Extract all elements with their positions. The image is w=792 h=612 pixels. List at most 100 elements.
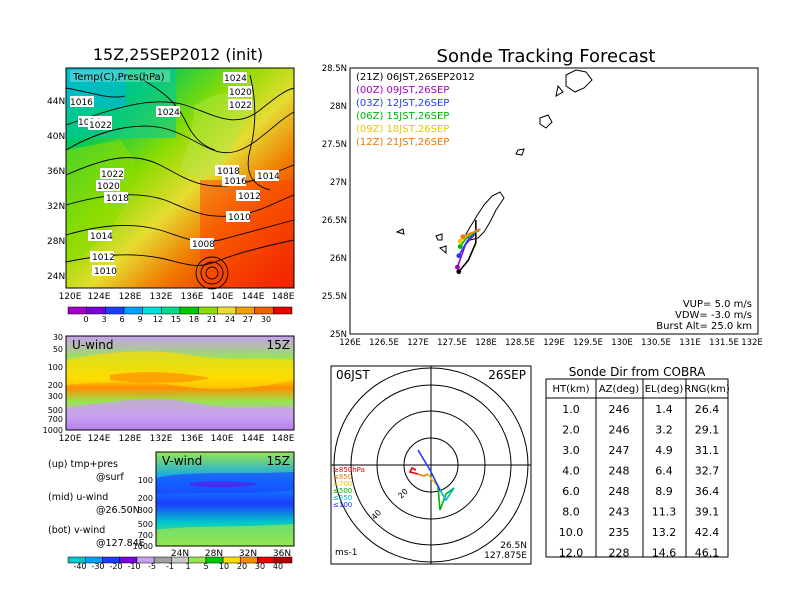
y-tick: 300 <box>48 392 63 401</box>
table-cell: 31.1 <box>695 444 720 457</box>
isobar-label: 1016 <box>70 98 93 108</box>
colorbar-tick: 30 <box>255 562 265 571</box>
track-endpoint <box>457 238 463 244</box>
table-cell: 42.4 <box>695 526 720 539</box>
track-endpoint <box>456 253 462 259</box>
isobar-labels: 1024 1020 1022 1016 1024 1014 1022 1022 … <box>70 72 280 277</box>
y-tick: 100 <box>48 363 63 372</box>
colorbar-tick: -10 <box>127 562 140 571</box>
vwind-x-ticks: 24N 28N 32N 36N <box>171 549 291 559</box>
colorbar-tick: 9 <box>137 315 142 324</box>
lat-tick: 28N <box>47 237 65 247</box>
lat-tick: 27.5N <box>322 140 347 150</box>
temp-map-lat-ticks: 44N 40N 36N 32N 28N 24N <box>47 97 65 282</box>
track-map: (21Z) 06JST,26SEP2012 (00Z) 09JST,26SEP … <box>349 67 759 335</box>
colorbar-swatch <box>161 306 181 315</box>
colorbar-tick: 1 <box>185 562 190 571</box>
track-lon-ticks: 126E 126.5E 127E 127.5E 128E 128.5E 129E… <box>339 338 763 348</box>
y-tick: 700 <box>48 415 63 424</box>
lon-tick: 127.5E <box>437 338 467 348</box>
table-cell: 246 <box>609 424 630 437</box>
colorbar-swatch <box>217 306 237 315</box>
cobra-title: Sonde Dir from COBRA <box>569 365 706 379</box>
y-tick: 1000 <box>133 542 153 551</box>
table-cell: 39.1 <box>695 506 720 519</box>
colorbar-swatch <box>86 306 106 315</box>
y-tick: 500 <box>48 406 63 415</box>
vwind-y-ticks: 100 200 300 500 700 1000 <box>133 476 153 551</box>
param-line: Burst Alt= 25.0 km <box>656 321 752 332</box>
wind-colorbar <box>67 556 293 564</box>
table-cell: 1.0 <box>562 403 580 416</box>
y-tick: 500 <box>138 520 153 529</box>
table-cell: 14.6 <box>652 547 677 560</box>
colorbar-swatch <box>105 306 125 315</box>
colorbar-swatch <box>274 556 293 564</box>
temp-map-lon-ticks: 120E 124E 128E 132E 136E 140E 144E 148E <box>59 292 295 302</box>
y-tick: 50 <box>53 345 63 354</box>
lat-tick: 25.5N <box>322 292 347 302</box>
lat-tick: 27N <box>330 178 347 188</box>
table-cell: 13.2 <box>652 526 677 539</box>
track-lat-ticks: 28.5N 28N 27.5N 27N 26.5N 26N 25.5N 25N <box>322 64 347 340</box>
table-cell: 3.0 <box>562 444 580 457</box>
level-entry: ≥850hPa <box>333 466 365 474</box>
table-cell: 248 <box>609 465 630 478</box>
param-line: VUP= 5.0 m/s <box>683 299 752 310</box>
colorbar-tick: 3 <box>101 315 106 324</box>
lon-tick: 129E <box>543 338 565 348</box>
track-endpoint <box>456 269 462 275</box>
isobar-label: 1012 <box>92 253 115 263</box>
table-cell: 3.2 <box>655 424 673 437</box>
isobar-label: 1022 <box>229 101 252 111</box>
hodo-segment-100 <box>417 449 441 491</box>
hodo-level-legend: ≥850hPa ≤850 ≤700 ≤500 ≤250 ≤100 <box>333 466 365 509</box>
legend-entry: (12Z) 21JST,26SEP <box>356 137 449 148</box>
y-tick: 200 <box>138 494 153 503</box>
lon-tick: 128.5E <box>505 338 535 348</box>
colorbar-swatch <box>198 306 218 315</box>
table-cell: 246 <box>609 403 630 416</box>
x-tick: 136E <box>181 434 204 444</box>
table-cell: 8.0 <box>562 506 580 519</box>
colorbar-tick: 0 <box>83 315 88 324</box>
table-cell: 8.9 <box>655 485 673 498</box>
header-cell: EL(deg) <box>645 384 684 395</box>
lat-tick: 32N <box>47 202 65 212</box>
lat-tick: 40N <box>47 132 65 142</box>
colorbar-swatch <box>179 306 199 315</box>
uwind-x-ticks: 120E 124E 128E 132E 136E 140E 144E 148E <box>59 434 295 444</box>
colorbar-tick: -40 <box>73 562 86 571</box>
colorbar-swatch <box>123 306 143 315</box>
hodo-unit: ms-1 <box>335 548 357 558</box>
level-entry: ≤250 <box>333 494 352 502</box>
lat-tick: 28.5N <box>322 64 347 74</box>
colorbar-swatch <box>142 306 162 315</box>
table-cell: 36.4 <box>695 485 720 498</box>
level-entry: ≤700 <box>333 480 352 488</box>
table-cell: 4.0 <box>562 465 580 478</box>
y-tick: 1000 <box>43 426 63 435</box>
isobar-label: 1014 <box>90 232 113 242</box>
table-cell: 32.7 <box>695 465 720 478</box>
level-entry: ≤500 <box>333 487 352 495</box>
lon-tick: 124E <box>88 292 111 302</box>
y-tick: 700 <box>138 531 153 540</box>
colorbar-tick: 30 <box>261 315 271 324</box>
track-line <box>462 228 481 238</box>
colorbar-tick: 15 <box>171 315 181 324</box>
y-tick: 300 <box>138 506 153 515</box>
lon-tick: 127E <box>407 338 429 348</box>
legend-entry: (06Z) 15JST,26SEP <box>356 111 449 122</box>
isobar-label: 1008 <box>192 240 215 250</box>
x-tick: 24N <box>171 549 189 559</box>
temperature-colorbar-ticks: 0 3 6 9 12 15 18 21 24 27 30 <box>83 315 271 324</box>
table-cell: 228 <box>609 547 630 560</box>
isobar-label: 1018 <box>106 194 129 204</box>
table-cell: 1.4 <box>655 403 673 416</box>
isobar-label: 1022 <box>89 121 112 131</box>
note-line: @127.84E <box>96 538 145 549</box>
table-cell: 6.0 <box>562 485 580 498</box>
hodo-segment-low <box>408 466 419 475</box>
